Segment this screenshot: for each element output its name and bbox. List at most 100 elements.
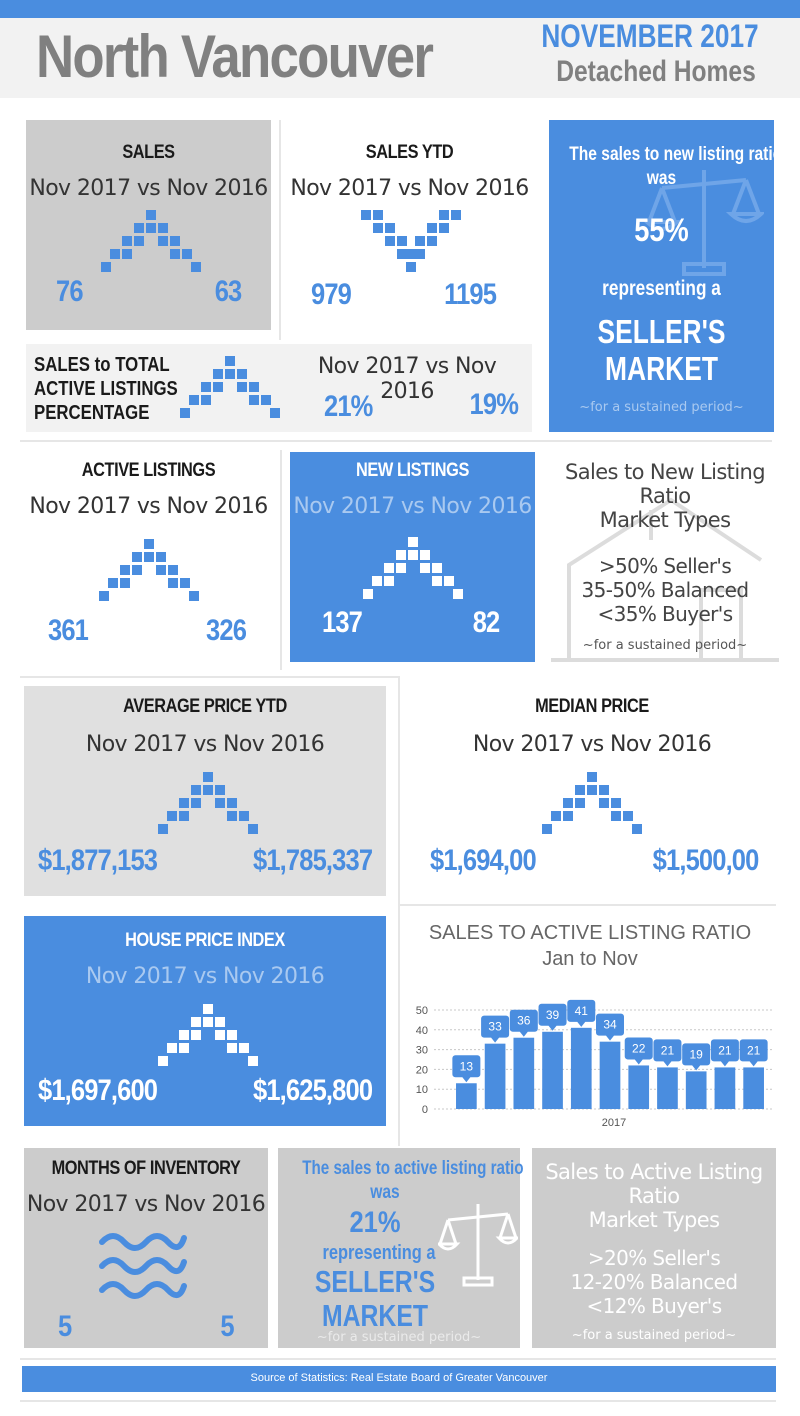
footer-source: Source of Statistics: Real Estate Board … (250, 1372, 548, 1384)
median-price-current-value: $1,694,00 (430, 844, 537, 877)
active-listing-types-title2: Ratio (628, 1184, 681, 1208)
new-listings-previous-value: 82 (472, 606, 500, 639)
up-trend-icon (542, 772, 642, 842)
median-price-panel: MEDIAN PRICE Nov 2017 vs Nov 2016 $1,694… (404, 686, 774, 896)
chart-data-label: 39 (546, 1008, 560, 1022)
months-inventory-current-value: 5 (58, 1310, 72, 1343)
sales-active-ratio-market1: SELLER'S (314, 1264, 436, 1299)
avg-price-ytd-previous-value: $1,785,337 (252, 844, 373, 877)
up-trend-icon (158, 772, 258, 842)
chart-data-label: 41 (575, 1004, 589, 1018)
up-trend-icon (363, 537, 463, 607)
sales-new-ratio-line3: representing a (602, 277, 721, 300)
median-price-previous-value: $1,500,00 (652, 844, 759, 877)
chart-y-tick-label: 30 (416, 1045, 428, 1057)
chart-subtitle: Jan to Nov (542, 948, 638, 970)
hpi-current-value: $1,697,600 (38, 1074, 158, 1107)
new-listings-current-value: 137 (322, 606, 363, 639)
sales-active-ratio-line2: was (370, 1182, 400, 1203)
chart-data-label-bubble (710, 1039, 739, 1067)
active-listings-panel: ACTIVE LISTINGS Nov 2017 vs Nov 2016 361… (26, 452, 276, 662)
active-listing-type-balanced: 12-20% Balanced (570, 1270, 739, 1294)
chart-bar (513, 1037, 535, 1109)
new-listing-type-sellers: >50% Seller's (598, 554, 732, 578)
divider (20, 676, 400, 678)
chart-bar (484, 1043, 506, 1109)
sales-new-ratio-line2: was (646, 168, 677, 189)
months-inventory-previous-value: 5 (220, 1310, 235, 1343)
sales-total-active-current-value: 21% (324, 390, 373, 423)
sales-current-value: 76 (56, 275, 84, 308)
chart-data-label: 19 (690, 1047, 704, 1061)
chart-data-label: 13 (460, 1059, 474, 1073)
new-listing-type-balanced: 35-50% Balanced (581, 578, 750, 602)
sales-active-ratio-market2: MARKET (321, 1298, 429, 1333)
active-listings-current-value: 361 (48, 614, 89, 647)
sales-total-active-panel: SALES to TOTAL ACTIVE LISTINGS PERCENTAG… (26, 344, 532, 432)
months-inventory-compare-label: Nov 2017 vs Nov 2016 (26, 1192, 266, 1217)
divider (398, 676, 400, 906)
chart-data-label-bubble (509, 1009, 538, 1037)
divider (400, 904, 776, 906)
months-inventory-heading: MONTHS OF INVENTORY (51, 1158, 241, 1179)
new-listing-types-note: ~for a sustained period~ (582, 638, 748, 653)
sales-active-ratio-note: ~for a sustained period~ (316, 1330, 482, 1345)
chart-bar (685, 1071, 707, 1109)
new-listing-types-panel: Sales to New Listing Ratio Market Types … (549, 450, 781, 670)
median-price-compare-label: Nov 2017 vs Nov 2016 (472, 732, 712, 757)
sales-new-ratio-note: ~for a sustained period~ (579, 400, 744, 415)
up-trend-icon (101, 210, 201, 280)
chart-data-label-bubble (452, 1055, 481, 1083)
sales-active-chart: SALES TO ACTIVE LISTING RATIO Jan to Nov… (402, 912, 778, 1142)
sales-heading: SALES (122, 142, 175, 163)
hpi-previous-value: $1,625,800 (252, 1074, 373, 1107)
chart-data-label-bubble (596, 1013, 624, 1041)
sales-new-ratio-panel: The sales to new listing ratio was 55% r… (549, 120, 774, 432)
hpi-heading: HOUSE PRICE INDEX (125, 930, 285, 951)
divider (20, 1400, 776, 1402)
chart-data-label-bubble (481, 1015, 510, 1043)
sales-new-ratio-market2: MARKET (605, 350, 718, 387)
chart-bar (599, 1041, 621, 1109)
avg-price-ytd-current-value: $1,877,153 (38, 844, 158, 877)
divider (20, 1358, 776, 1360)
active-listings-heading: ACTIVE LISTINGS (81, 460, 216, 481)
chart-y-tick-label: 0 (422, 1104, 428, 1116)
new-listings-panel: NEW LISTINGS Nov 2017 vs Nov 2016 137 82 (290, 452, 535, 662)
up-trend-icon (99, 539, 199, 609)
new-listing-type-buyers: <35% Buyer's (597, 602, 733, 626)
sales-previous-value: 63 (214, 275, 242, 308)
sales-active-ratio-line3: representing a (322, 1242, 436, 1264)
up-trend-icon (158, 1004, 258, 1074)
months-inventory-panel: MONTHS OF INVENTORY Nov 2017 vs Nov 2016… (24, 1148, 268, 1348)
sales-ytd-compare-label: Nov 2017 vs Nov 2016 (290, 176, 529, 201)
hpi-panel: HOUSE PRICE INDEX Nov 2017 vs Nov 2016 $… (24, 916, 386, 1126)
sales-active-ratio-line1: The sales to active listing ratio (302, 1158, 524, 1179)
chart-data-label: 21 (661, 1043, 675, 1057)
sales-ytd-heading: SALES YTD (365, 142, 454, 163)
chart-data-label: 22 (632, 1041, 646, 1055)
chart-data-label: 34 (603, 1018, 617, 1032)
chart-y-tick-label: 20 (416, 1064, 428, 1076)
down-trend-icon (361, 210, 461, 280)
chart-bar (657, 1067, 678, 1109)
sales-total-active-compare-label: Nov 2017 vs Nov 2016 (317, 354, 497, 404)
up-trend-icon (180, 356, 280, 426)
divider (398, 906, 400, 1146)
sales-compare-label: Nov 2017 vs Nov 2016 (29, 176, 268, 201)
header-band (0, 18, 800, 98)
sales-total-active-heading2: ACTIVE LISTINGS (34, 378, 178, 400)
chart-data-label: 33 (488, 1020, 502, 1034)
chart-data-label-bubble (682, 1043, 711, 1071)
chart-bar (542, 1031, 563, 1109)
chart-x-axis-label: 2017 (602, 1117, 626, 1129)
active-listings-previous-value: 326 (205, 614, 247, 647)
chart-plot: 0 10 20 30 40 50 13 33 36 39 41 34 22 21 19 21 21 2017 (416, 999, 774, 1129)
chart-bar (570, 1027, 592, 1109)
chart-y-tick-label: 50 (416, 1005, 428, 1017)
active-listing-types-panel: Sales to Active Listing Ratio Market Typ… (532, 1148, 776, 1348)
house-outline-icon (551, 497, 779, 662)
sales-active-ratio-panel: The sales to active listing ratio was 21… (278, 1148, 524, 1348)
footer-bar: Source of Statistics: Real Estate Board … (22, 1366, 776, 1392)
chart-data-label-bubble (538, 1003, 567, 1031)
